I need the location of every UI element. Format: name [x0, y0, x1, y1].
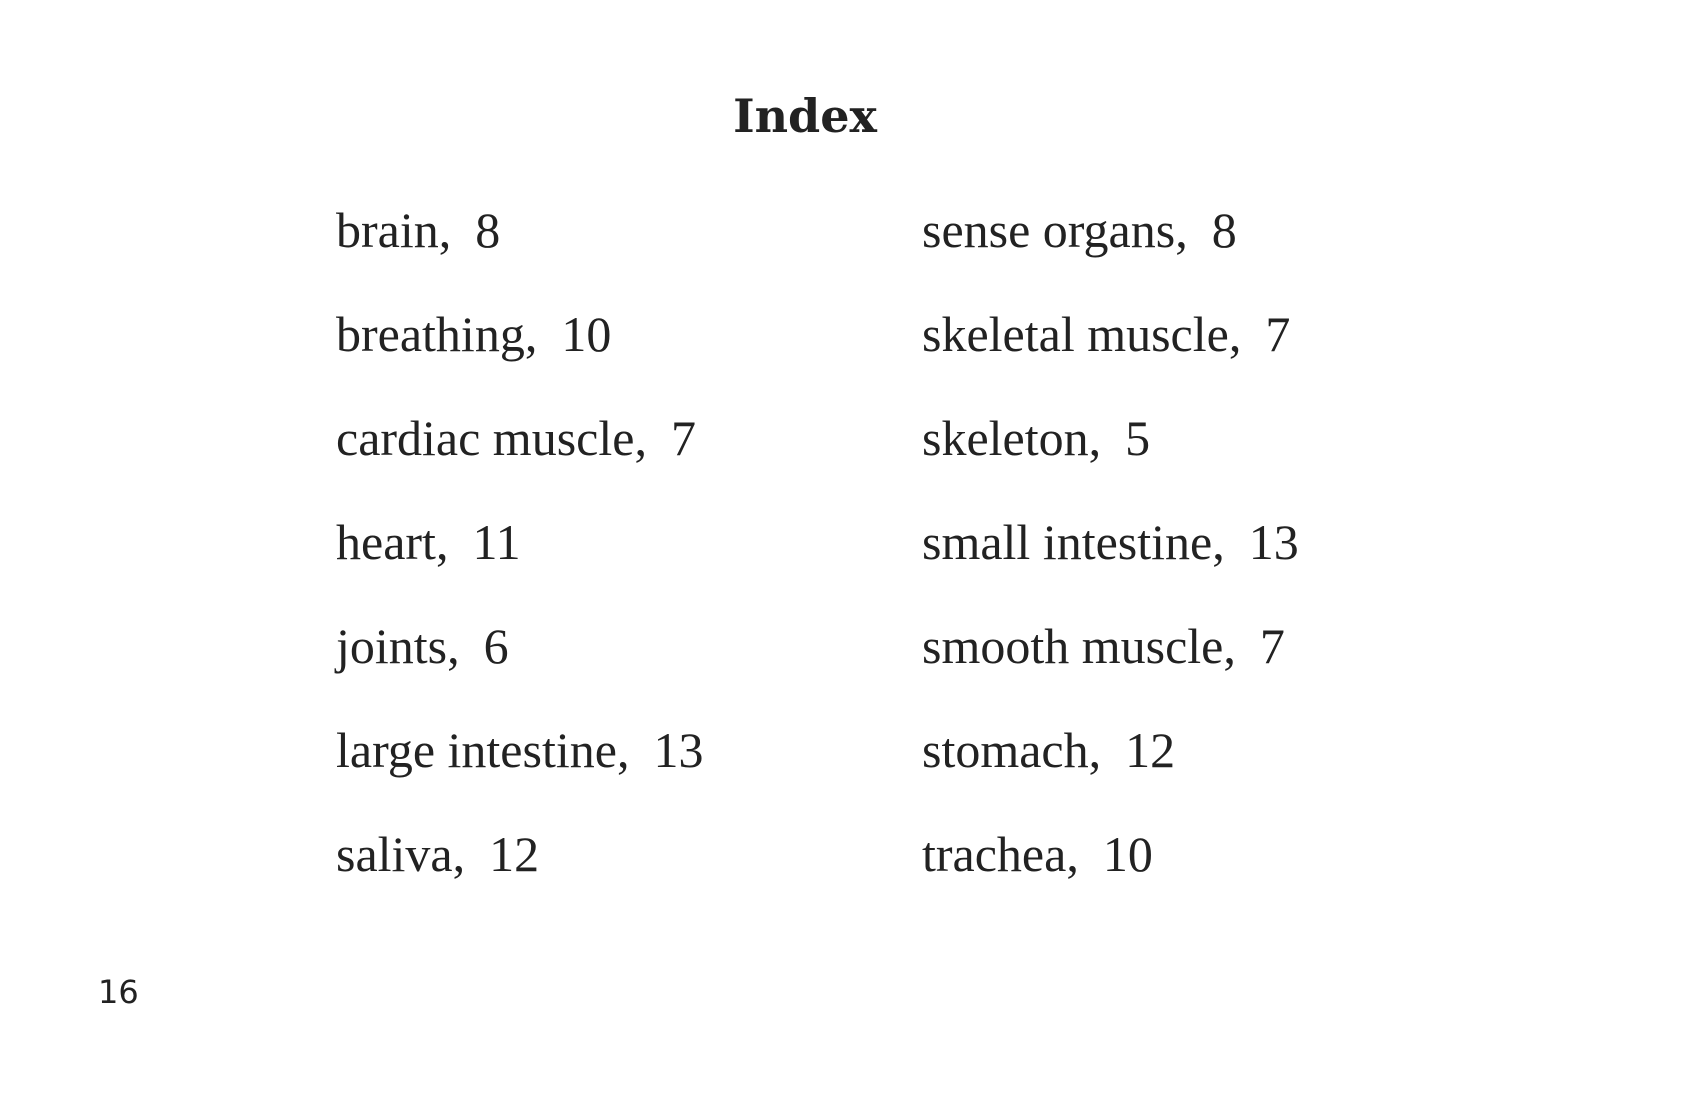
page-title: Index	[733, 89, 877, 143]
index-term: cardiac muscle	[336, 408, 647, 468]
index-term: heart	[336, 512, 448, 572]
index-term: stomach	[922, 720, 1101, 780]
index-term: trachea	[922, 824, 1079, 884]
index-page-ref: 7	[1259, 618, 1285, 674]
index-term: saliva	[336, 824, 465, 884]
index-entry: heart 11	[336, 512, 703, 616]
index-entry: skeletal muscle 7	[922, 304, 1299, 408]
index-entry: saliva 12	[336, 824, 703, 928]
index-page-ref: 13	[1248, 514, 1299, 570]
index-page-ref: 11	[472, 514, 521, 570]
index-term: smooth muscle	[922, 616, 1236, 676]
index-page-ref: 5	[1125, 410, 1151, 466]
index-entry: joints 6	[336, 616, 703, 720]
index-entry: skeleton 5	[922, 408, 1299, 512]
index-page-ref: 12	[1125, 722, 1176, 778]
index-entry: brain 8	[336, 200, 703, 304]
index-page-ref: 7	[1265, 306, 1291, 362]
index-term: skeletal muscle	[922, 304, 1241, 364]
index-term: large intestine	[336, 720, 629, 780]
index-page-ref: 13	[653, 722, 704, 778]
index-entry: large intestine 13	[336, 720, 703, 824]
index-term: brain	[336, 200, 451, 260]
index-column-right: sense organs 8 skeletal muscle 7 skeleto…	[922, 200, 1299, 928]
index-column-left: brain 8 breathing 10 cardiac muscle 7 he…	[336, 200, 703, 928]
index-page-ref: 6	[483, 618, 509, 674]
index-entry: smooth muscle 7	[922, 616, 1299, 720]
index-term: breathing	[336, 304, 537, 364]
index-entry: trachea 10	[922, 824, 1299, 928]
index-term: small intestine	[922, 512, 1225, 572]
index-page-ref: 10	[1102, 826, 1153, 882]
index-entry: sense organs 8	[922, 200, 1299, 304]
index-page-ref: 7	[670, 410, 696, 466]
index-page-ref: 8	[1211, 202, 1237, 258]
index-term: skeleton	[922, 408, 1101, 468]
index-page-ref: 12	[489, 826, 540, 882]
index-term: joints	[336, 616, 460, 676]
index-page-ref: 8	[475, 202, 501, 258]
index-entry: breathing 10	[336, 304, 703, 408]
index-entry: stomach 12	[922, 720, 1299, 824]
page-number: 16	[98, 973, 139, 1011]
index-entry: small intestine 13	[922, 512, 1299, 616]
index-term: sense organs	[922, 200, 1188, 260]
index-entry: cardiac muscle 7	[336, 408, 703, 512]
index-page-ref: 10	[561, 306, 612, 362]
